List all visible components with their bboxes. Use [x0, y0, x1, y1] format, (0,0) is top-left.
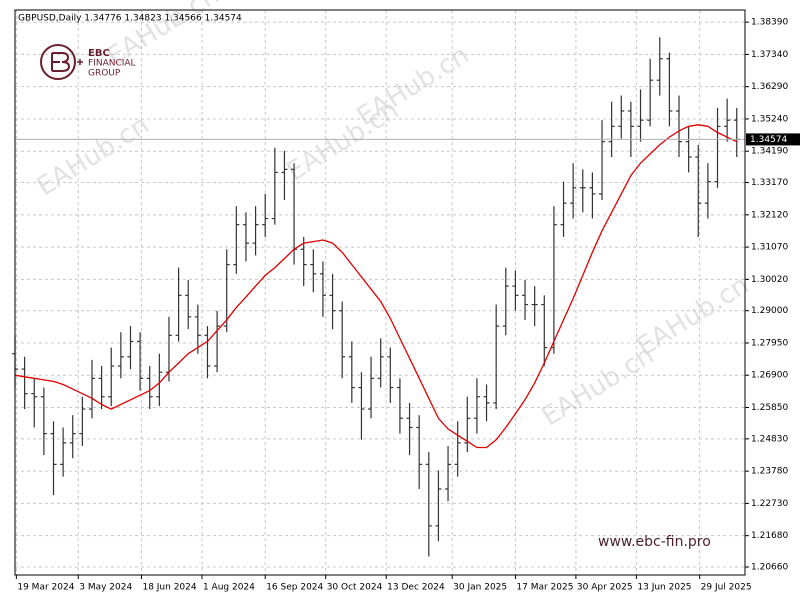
- logo-plus: [77, 59, 83, 65]
- y-tick-label: 1.32120: [751, 210, 788, 220]
- y-tick-label: 1.23780: [751, 467, 788, 477]
- chart-title: GBPUSD,Daily 1.34776 1.34823 1.34566 1.3…: [18, 14, 242, 24]
- grid: [15, 10, 745, 575]
- brand-name: EBC: [88, 48, 110, 59]
- x-tick-label: 13 Jun 2025: [637, 583, 691, 593]
- y-tick-label: 1.37340: [751, 50, 788, 60]
- logo-mark: [51, 52, 71, 72]
- moving-average: [14, 124, 738, 449]
- last-price-tag: [746, 133, 800, 146]
- y-tick-label: 1.30020: [751, 275, 788, 285]
- y-tick-label: 1.35240: [751, 114, 788, 124]
- x-tick-label: 29 Jul 2025: [701, 583, 752, 593]
- x-tick-label: 17 Mar 2025: [516, 583, 573, 593]
- x-tick-label: 18 Jun 2024: [142, 583, 196, 593]
- brand-line: FINANCIAL: [88, 59, 136, 69]
- x-tick-label: 1 Aug 2024: [203, 583, 255, 593]
- x-tick-label: 30 Apr 2025: [577, 583, 633, 593]
- x-tick-label: 19 Mar 2024: [17, 583, 74, 593]
- y-tick-label: 1.27950: [751, 338, 788, 348]
- x-tick-label: 16 Sep 2024: [266, 583, 323, 593]
- y-tick-label: 1.29000: [751, 306, 788, 316]
- brand-logo: EBC FINANCIAL GROUP: [40, 44, 136, 80]
- axes: 1.38390 1.37340 1.36290 1.35240 1.34190 1.331…: [15, 18, 800, 593]
- y-tick-label: 1.33170: [751, 178, 788, 188]
- y-tick-label: 1.31070: [751, 243, 788, 253]
- y-tick-label: 1.24830: [751, 434, 788, 444]
- website: www.ebc-fin.pro: [598, 534, 711, 550]
- y-tick-label: 1.20660: [751, 563, 788, 573]
- y-tick-label: 1.38390: [751, 18, 788, 28]
- y-tick-label: 1.26900: [751, 371, 788, 381]
- plot-frame: [14, 9, 746, 576]
- y-tick-label: 1.22730: [751, 499, 788, 509]
- brand-line: GROUP: [88, 69, 121, 79]
- x-tick-label: 3 May 2024: [79, 583, 132, 593]
- y-tick-label: 1.34190: [751, 147, 788, 157]
- plot: [12, 37, 745, 557]
- y-tick-label: 1.25850: [751, 403, 788, 413]
- y-tick-label: 1.36290: [751, 82, 788, 92]
- logo-ring: [40, 44, 76, 80]
- y-tick-label: 1.21680: [751, 531, 788, 541]
- last-price-label: 1.34574: [750, 135, 787, 145]
- x-tick-label: 30 Oct 2024: [327, 583, 383, 593]
- x-tick-label: 13 Dec 2024: [387, 583, 445, 593]
- x-tick-label: 30 Jan 2025: [453, 583, 507, 593]
